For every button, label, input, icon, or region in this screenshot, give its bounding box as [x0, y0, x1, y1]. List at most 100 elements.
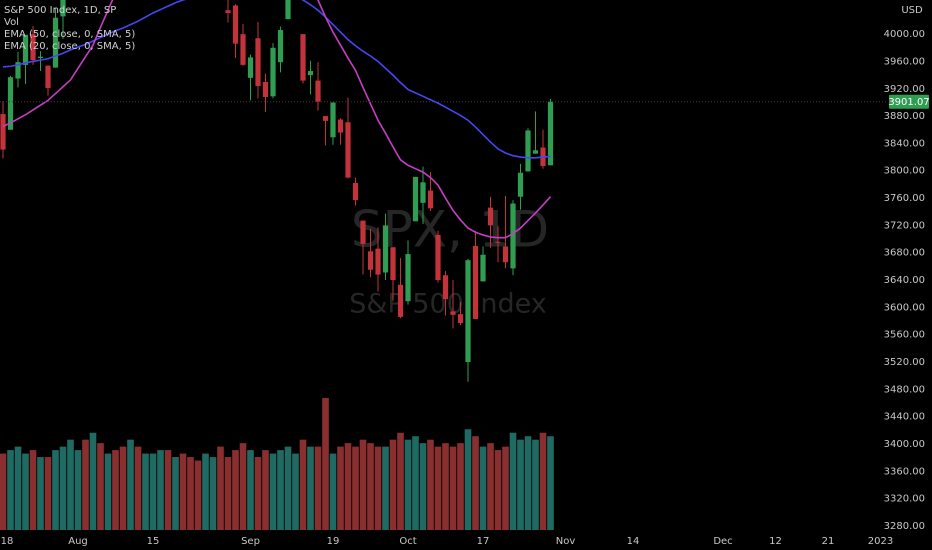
volume-bar	[292, 453, 299, 530]
candle-body	[382, 225, 389, 273]
volume-bar	[262, 450, 269, 530]
candle-body	[300, 34, 306, 81]
volume-bar	[352, 446, 359, 530]
candle-body	[232, 5, 239, 44]
candle-body	[330, 102, 336, 138]
volume-bar	[472, 436, 479, 530]
x-tick-label: 21	[822, 536, 835, 547]
candle-body	[442, 275, 449, 300]
x-tick-label: Aug	[68, 536, 88, 547]
legend-entry: EMA (20, close, 0, SMA, 5)	[4, 41, 135, 52]
candle-body	[240, 34, 246, 65]
x-tick-label: Oct	[399, 536, 416, 547]
y-tick-label: 3360.00	[884, 466, 925, 477]
candle-body	[315, 80, 321, 102]
y-tick-label: 3760.00	[884, 193, 925, 204]
volume-bar	[67, 439, 74, 530]
volume-bar	[112, 450, 119, 530]
candle-body	[525, 130, 531, 172]
y-tick-label: 3520.00	[884, 357, 925, 368]
candle-body	[405, 254, 411, 302]
candle-body	[390, 247, 396, 281]
candle-body	[480, 254, 486, 282]
y-tick-label: 3280.00	[884, 521, 925, 532]
volume-bar	[284, 446, 292, 530]
candle-body	[517, 172, 524, 197]
volume-bar	[397, 432, 404, 530]
y-tick-label: 4000.00	[884, 29, 925, 40]
volume-bar	[179, 453, 187, 530]
candle-body	[487, 207, 494, 226]
x-tick-label: 18	[1, 536, 14, 547]
volume-bar	[7, 450, 14, 530]
volume-bar	[509, 432, 517, 530]
candle-body	[360, 220, 366, 244]
candle-body	[15, 62, 21, 79]
candle-body	[367, 251, 374, 270]
volume-bar	[539, 432, 547, 530]
volume-bar	[29, 450, 37, 530]
volume-bar	[202, 453, 209, 530]
volume-bar	[119, 446, 127, 530]
y-tick-label: 3880.00	[884, 111, 925, 122]
candle-body	[495, 241, 501, 243]
candle-body	[510, 203, 516, 269]
volume-bar	[517, 439, 524, 530]
candle-body	[60, 0, 66, 17]
candle-body	[270, 47, 276, 97]
candle-body	[52, 17, 59, 68]
x-tick-label: Sep	[241, 536, 260, 547]
volume-bar	[337, 446, 344, 530]
y-tick-label: 3720.00	[884, 220, 925, 231]
currency-label: USD	[901, 5, 923, 16]
candle-body	[397, 284, 404, 317]
volume-bar	[412, 436, 419, 530]
candle-body	[472, 245, 479, 319]
volume-bar	[37, 457, 44, 530]
candle-body	[285, 0, 291, 20]
legend-volume: Vol	[4, 17, 19, 28]
y-tick-label: 3400.00	[884, 439, 925, 450]
y-tick-label: 3800.00	[884, 166, 925, 177]
candle-body	[412, 176, 419, 222]
volume-bar	[307, 446, 314, 530]
volume-bar	[127, 439, 134, 530]
volume-bar	[82, 439, 89, 530]
candle-body	[255, 38, 261, 87]
y-tick-label: 3920.00	[884, 84, 925, 95]
volume-bar	[44, 457, 52, 530]
candle-body	[322, 116, 329, 121]
volume-bar	[232, 450, 239, 530]
candle-body	[225, 10, 231, 13]
candle-body	[345, 122, 351, 178]
volume-bar	[149, 453, 157, 530]
volume-bar	[74, 450, 82, 530]
candle-body	[375, 248, 381, 275]
volume-bar	[142, 453, 149, 530]
candle-body	[262, 81, 269, 97]
ema-line	[2, 0, 552, 239]
volume-bar	[104, 453, 112, 530]
volume-bar	[427, 439, 434, 530]
candle-body	[277, 30, 284, 63]
candle-body	[547, 101, 554, 166]
candle-body	[450, 311, 456, 315]
x-tick-label: 12	[769, 536, 782, 547]
volume-bar	[187, 457, 194, 530]
candle-body	[37, 56, 44, 59]
volume-bar	[442, 443, 449, 530]
volume-bar	[217, 446, 224, 530]
volume-bar	[52, 450, 59, 530]
x-tick-label: Dec	[713, 536, 732, 547]
volume-bar	[277, 450, 284, 530]
y-tick-label: 3680.00	[884, 248, 925, 259]
candle-body	[502, 246, 509, 263]
volume-bar	[247, 450, 254, 530]
volume-bar	[299, 439, 307, 530]
volume-bar	[487, 443, 494, 530]
candle-body	[307, 71, 314, 76]
candle-body	[247, 57, 254, 78]
y-tick-label: 3840.00	[884, 138, 925, 149]
volume-bar	[314, 446, 322, 530]
volume-bar	[464, 429, 472, 530]
